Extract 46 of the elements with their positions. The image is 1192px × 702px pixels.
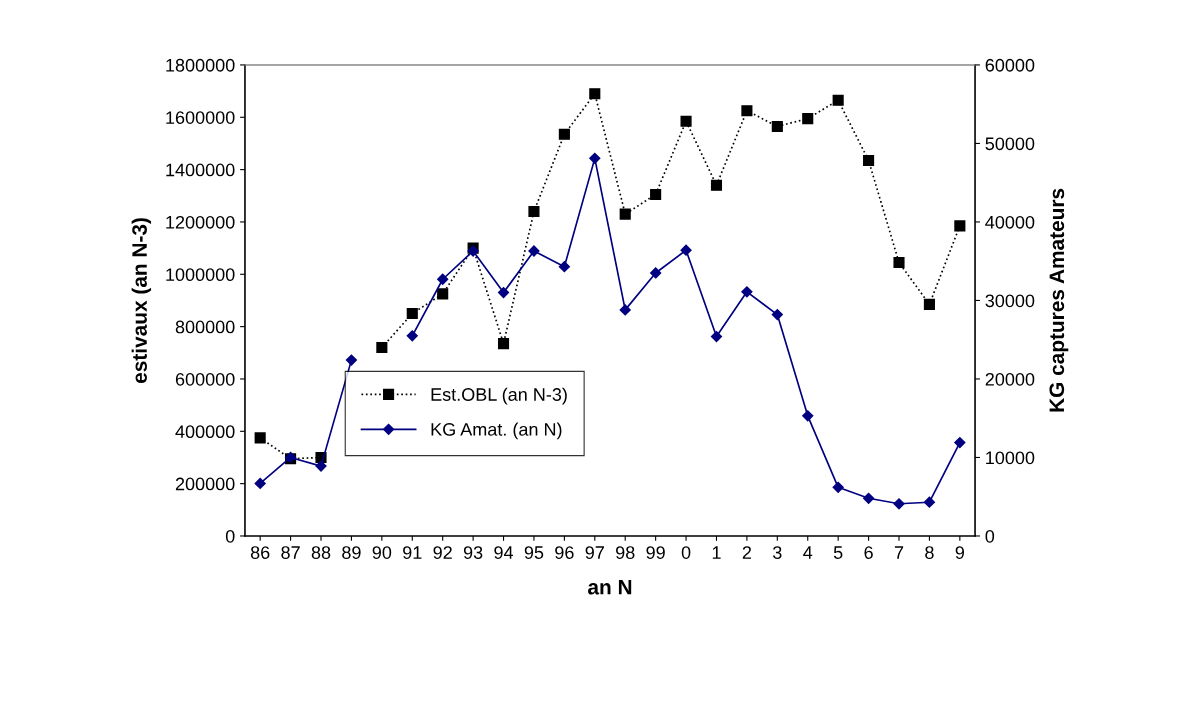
x-tick-label: 8 (925, 546, 934, 559)
legend-label: Est.OBL (an N-3) (431, 387, 567, 405)
x-tick-label: 92 (433, 546, 452, 559)
y-tick-label: 1200000 (166, 215, 235, 229)
y-tick-label: 400000 (175, 425, 235, 439)
x-tick-label: 0 (681, 546, 691, 559)
x-tick-label: 1 (712, 546, 721, 559)
x-tick-label: 86 (250, 546, 270, 559)
x-tick-label: 9 (955, 546, 965, 559)
x-tick-label: 2 (742, 546, 752, 559)
x-tick-label: 6 (864, 546, 873, 559)
y-tick-label: 1000000 (166, 268, 235, 282)
x-tick-label: 87 (281, 546, 300, 559)
y2-axis-title: KG captures Amateurs (1049, 188, 1069, 412)
x-tick-label: 4 (803, 546, 813, 559)
y-tick-label: 1600000 (166, 111, 235, 124)
x-tick-label: 93 (463, 546, 483, 559)
x-tick-label: 89 (342, 546, 361, 559)
y2-tick-label: 30000 (985, 294, 1035, 308)
x-tick-label: 3 (772, 546, 782, 559)
y2-tick-label: 0 (985, 529, 995, 543)
y-tick-label: 1400000 (166, 163, 235, 177)
y2-tick-label: 40000 (985, 215, 1035, 229)
y-tick-label: 1800000 (166, 58, 235, 72)
x-tick-label: 90 (372, 546, 392, 559)
x-tick-label: 94 (494, 546, 514, 559)
y-axis-title: estivaux (an N-3) (131, 218, 152, 383)
legend-label: KG Amat. (an N) (431, 422, 562, 440)
x-tick-label: 95 (524, 546, 544, 559)
y-tick-label: 600000 (175, 372, 235, 386)
y2-tick-label: 50000 (985, 137, 1035, 151)
x-tick-label: 97 (585, 546, 604, 559)
x-tick-label: 88 (311, 546, 331, 559)
y-tick-label: 800000 (175, 320, 235, 334)
y2-tick-label: 60000 (985, 58, 1035, 72)
y2-tick-label: 10000 (986, 451, 1035, 465)
x-tick-label: 99 (646, 546, 665, 559)
x-tick-label: 98 (616, 546, 635, 559)
y-tick-label: 200000 (175, 477, 235, 491)
x-tick-label: 7 (894, 546, 904, 559)
x-tick-label: 91 (403, 546, 422, 559)
x-tick-label: 96 (555, 546, 574, 559)
x-tick-label: 5 (833, 546, 843, 559)
y2-tick-label: 20000 (985, 372, 1035, 386)
x-axis-title: an N (588, 579, 632, 595)
y-tick-label: 0 (225, 529, 235, 543)
